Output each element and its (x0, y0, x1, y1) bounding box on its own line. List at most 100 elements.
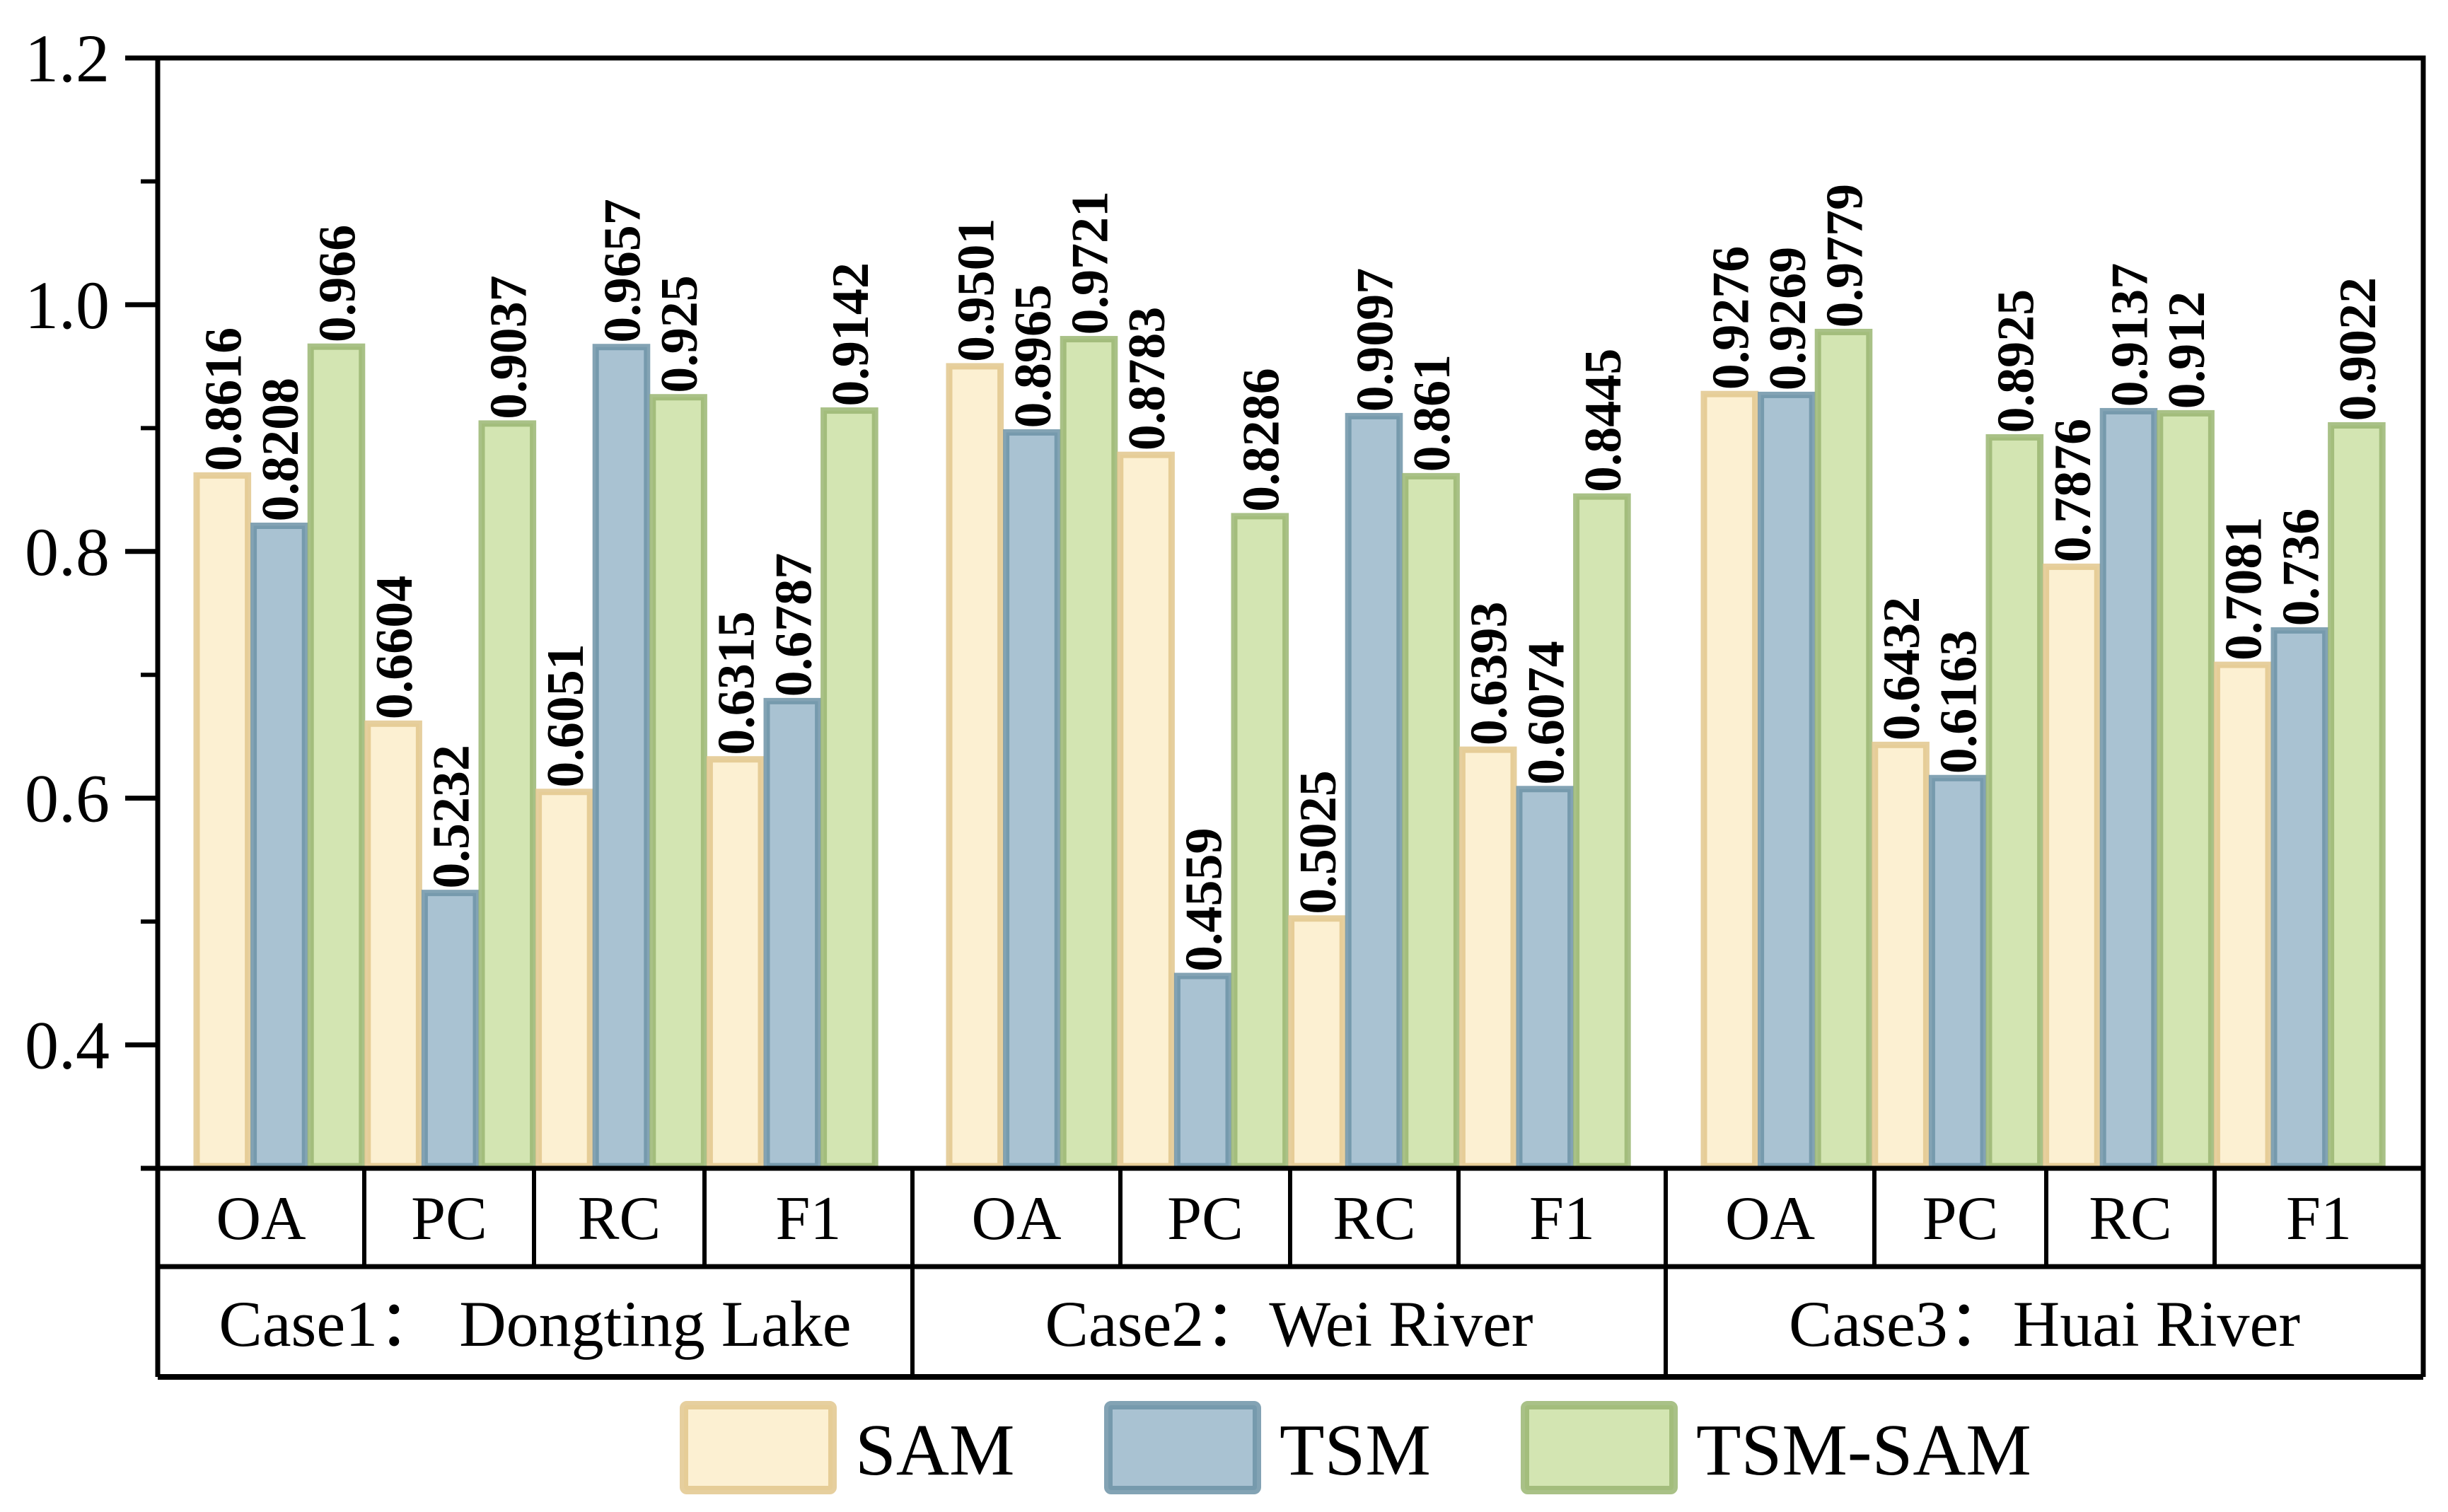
data-label: 0.5025 (1289, 770, 1347, 914)
bar-tsm-sam-rc (2157, 409, 2215, 1170)
bar-tsm-oa (1003, 429, 1061, 1170)
bar-tsm-oa (250, 522, 308, 1170)
data-label: 0.6163 (1930, 630, 1988, 774)
bar-sam-oa (1700, 390, 1759, 1170)
bar-tsm-sam-oa (1814, 328, 1873, 1170)
data-label: 0.9721 (1062, 191, 1120, 335)
x-category-label: PC (411, 1185, 487, 1253)
bar-tsm-pc (1173, 972, 1232, 1170)
x-category-label: OA (1725, 1185, 1815, 1253)
bar-tsm-sam-pc (1985, 434, 2044, 1170)
data-label: 0.9276 (1702, 246, 1760, 390)
x-category-label: F1 (2286, 1185, 2352, 1253)
bar-tsm-oa (1758, 391, 1816, 1170)
x-category-label: F1 (1529, 1185, 1595, 1253)
bar-sam-f1 (1458, 746, 1517, 1170)
data-label: 0.9137 (2101, 263, 2159, 407)
legend-swatch (680, 1401, 837, 1494)
bar-sam-rc (1288, 915, 1346, 1170)
x-category-label: PC (1167, 1185, 1243, 1253)
category-table: OA PC RC F1 Case1： Dongting Lake OA PC RC F1 Case… (155, 1168, 2426, 1380)
bar-tsm-sam-f1 (1573, 493, 1631, 1170)
legend-swatch (1104, 1401, 1261, 1494)
bar-sam-rc (2043, 563, 2101, 1170)
bar-sam-rc (535, 789, 593, 1170)
bar-sam-pc (1872, 741, 1930, 1170)
legend-label: TSM (1280, 1409, 1431, 1491)
data-label: 0.6074 (1517, 641, 1575, 785)
data-label: 0.9501 (947, 218, 1005, 362)
x-category-label: RC (1333, 1185, 1415, 1253)
bar-tsm-f1 (1516, 786, 1574, 1170)
legend-item-sam: SAM (680, 1401, 1014, 1494)
data-label: 0.9037 (480, 275, 538, 419)
bar-sam-oa (946, 363, 1004, 1170)
bar-tsm-rc (1345, 412, 1403, 1170)
data-label: 0.8965 (1004, 284, 1062, 429)
data-label: 0.925 (651, 275, 709, 393)
legend-label: TSM-SAM (1696, 1409, 2031, 1491)
x-category-label: F1 (776, 1185, 842, 1253)
x-category-label: OA (971, 1185, 1061, 1253)
data-label: 0.8286 (1232, 368, 1290, 512)
data-label: 0.6432 (1873, 597, 1931, 741)
bar-tsm-f1 (763, 697, 822, 1170)
bar-tsm-pc (421, 890, 480, 1170)
bar-tsm-sam-pc (478, 420, 537, 1170)
data-label: 0.736 (2272, 508, 2330, 627)
data-label: 0.6604 (366, 576, 424, 720)
legend-item-tsm: TSM (1104, 1401, 1431, 1494)
x-category-label: RC (2089, 1185, 2171, 1253)
data-label: 0.8445 (1574, 349, 1632, 493)
bar-tsm-sam-pc (1231, 513, 1289, 1170)
bar-tsm-sam-f1 (2328, 421, 2386, 1170)
y-tick-label: 0.4 (25, 1008, 110, 1083)
x-category-label: OA (216, 1185, 306, 1253)
x-category-label: RC (578, 1185, 661, 1253)
bar-tsm-pc (1928, 774, 1987, 1170)
bar-tsm-sam-f1 (820, 407, 878, 1170)
y-tick-label: 0.8 (25, 514, 110, 590)
legend-swatch (1521, 1401, 1678, 1494)
bar-tsm-f1 (2270, 627, 2329, 1170)
bar-tsm-rc (2099, 407, 2158, 1170)
data-label: 0.9779 (1816, 184, 1874, 328)
data-label: 0.9022 (2329, 277, 2387, 421)
bar-tsm-sam-rc (649, 394, 707, 1170)
bar-sam-pc (364, 720, 422, 1170)
data-label: 0.6393 (1461, 602, 1519, 746)
y-tick-label: 1.2 (25, 21, 110, 96)
case-group-label: Case2：Wei River (1045, 1288, 1533, 1360)
case-group-label: Case3：Huai River (1789, 1288, 2300, 1360)
data-label: 0.9142 (822, 262, 880, 407)
data-label: 0.7876 (2044, 419, 2102, 563)
case-group-label: Case1： Dongting Lake (219, 1288, 851, 1360)
legend-item-tsm-sam: TSM-SAM (1521, 1401, 2031, 1494)
bar-sam-f1 (706, 756, 765, 1170)
data-label: 0.966 (309, 225, 367, 343)
y-tick-label: 1.0 (25, 267, 110, 343)
data-label: 0.861 (1403, 354, 1461, 472)
data-label: 0.8208 (252, 378, 310, 522)
legend-label: SAM (855, 1409, 1014, 1491)
legend: SAM TSM TSM-SAM (680, 1401, 2031, 1494)
bar-tsm-sam-rc (1402, 472, 1460, 1170)
data-label: 0.5232 (423, 745, 481, 889)
bars-layer (193, 328, 2386, 1170)
data-label: 0.4559 (1176, 828, 1234, 972)
data-label: 0.8925 (1987, 289, 2045, 434)
data-label: 0.8616 (195, 327, 253, 472)
y-tick-label: 0.6 (25, 761, 110, 837)
data-label: 0.7081 (2215, 517, 2273, 661)
bar-tsm-rc (592, 344, 651, 1170)
bar-sam-oa (193, 472, 252, 1170)
data-label: 0.9657 (594, 199, 652, 343)
data-label: 0.9269 (1759, 247, 1817, 391)
data-label: 0.912 (2158, 291, 2216, 409)
data-label: 0.6051 (537, 644, 595, 788)
bar-tsm-sam-oa (1060, 336, 1118, 1170)
data-label: 0.6787 (765, 553, 823, 697)
bar-tsm-sam-oa (307, 343, 366, 1170)
bar-sam-pc (1117, 451, 1175, 1170)
